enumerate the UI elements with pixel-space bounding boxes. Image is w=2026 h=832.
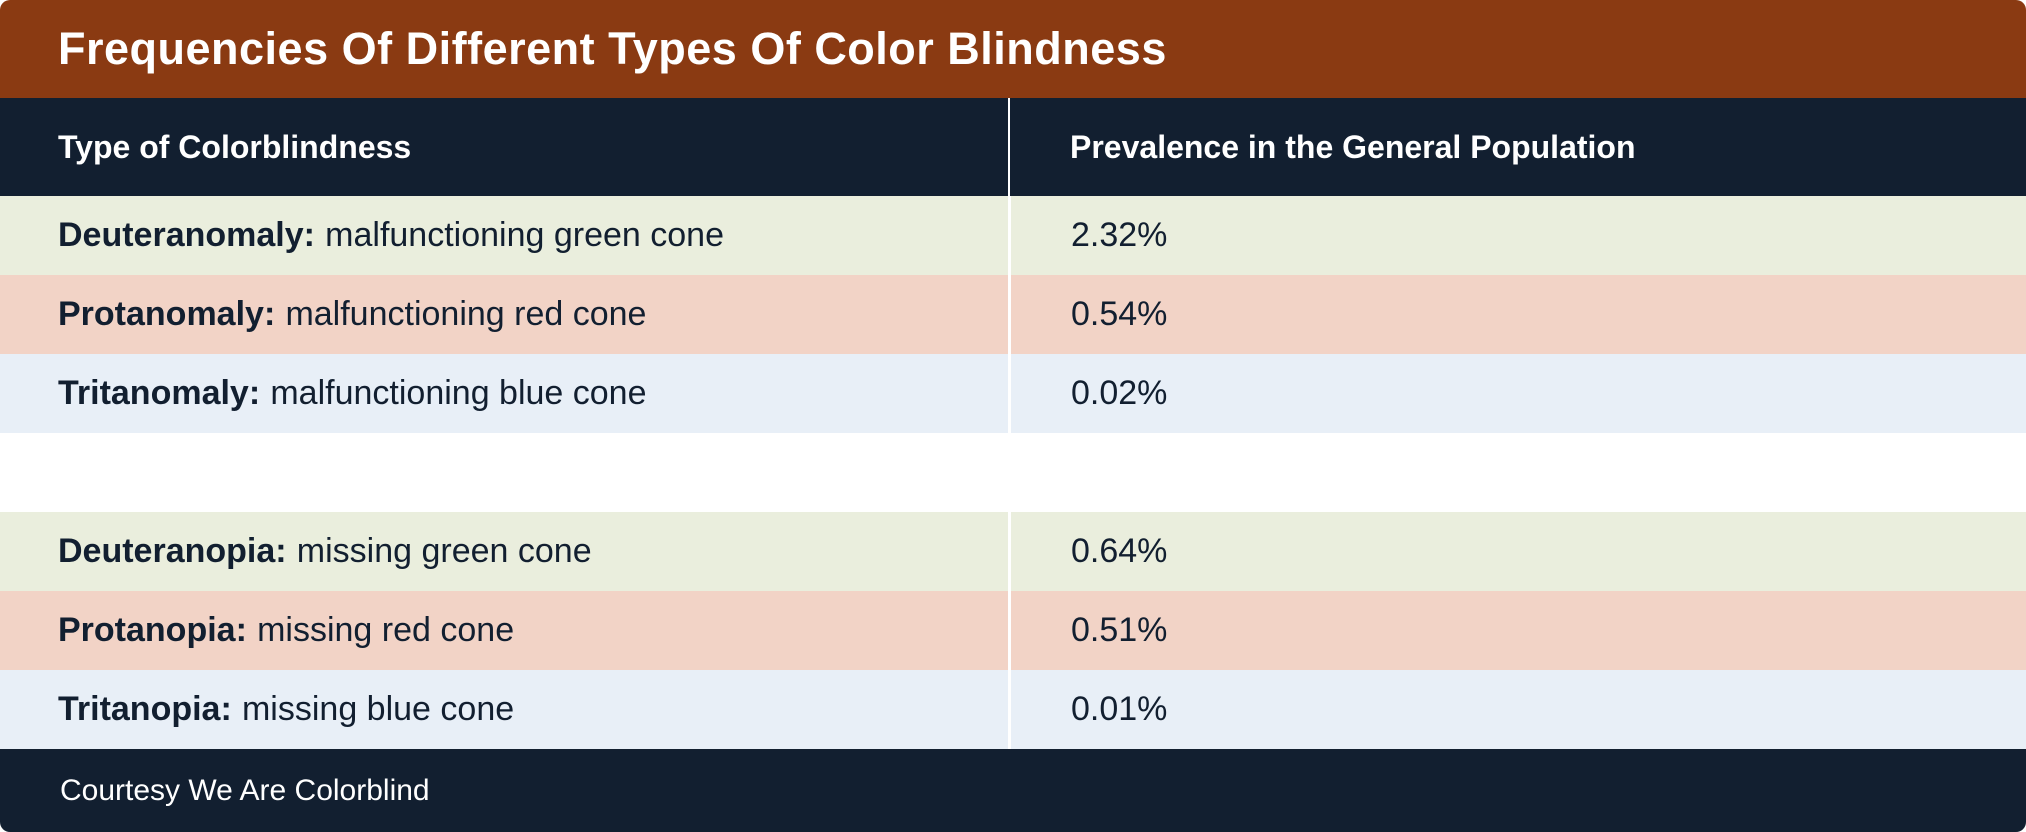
table-row-tritanopia: Tritanopia: missing blue cone 0.01% xyxy=(0,670,2026,749)
type-description: malfunctioning red cone xyxy=(285,295,647,333)
table-row-tritanomaly: Tritanomaly: malfunctioning blue cone 0.… xyxy=(0,354,2026,433)
table-row-protanomaly: Protanomaly: malfunctioning red cone 0.5… xyxy=(0,275,2026,354)
column-header-type: Type of Colorblindness xyxy=(58,128,412,165)
type-term: Tritanomaly: xyxy=(58,374,261,412)
type-term: Deuteranopia: xyxy=(58,532,287,570)
type-cell: Protanomaly: malfunctioning red cone xyxy=(0,275,1008,354)
spacer-cell xyxy=(1008,433,2026,512)
type-description: malfunctioning green cone xyxy=(325,216,724,254)
column-header-prevalence: Prevalence in the General Population xyxy=(1008,98,2026,196)
type-description: missing green cone xyxy=(296,532,592,570)
type-cell: Tritanopia: missing blue cone xyxy=(0,670,1008,749)
type-term: Protanomaly: xyxy=(58,295,276,333)
table-row-spacer xyxy=(0,433,2026,512)
table-row-protanopia: Protanopia: missing red cone 0.51% xyxy=(0,591,2026,670)
table-header-row: Type of Colorblindness Prevalence in the… xyxy=(0,98,2026,196)
type-cell: Protanopia: missing red cone xyxy=(0,591,1008,670)
footer-bar: Courtesy We Are Colorblind xyxy=(0,749,2026,832)
prevalence-cell: 0.51% xyxy=(1008,591,2026,670)
type-term: Deuteranomaly: xyxy=(58,216,315,254)
type-description: missing red cone xyxy=(257,611,515,649)
type-description: missing blue cone xyxy=(241,690,515,728)
type-cell: Deuteranomaly: malfunctioning green cone xyxy=(0,196,1008,275)
type-description: malfunctioning blue cone xyxy=(270,374,647,412)
source-credit: Courtesy We Are Colorblind xyxy=(60,773,430,807)
prevalence-cell: 0.02% xyxy=(1008,354,2026,433)
table-row-deuteranomaly: Deuteranomaly: malfunctioning green cone… xyxy=(0,196,2026,275)
type-term: Tritanopia: xyxy=(58,690,232,728)
title-bar: Frequencies Of Different Types Of Color … xyxy=(0,0,2026,98)
prevalence-cell: 2.32% xyxy=(1008,196,2026,275)
type-cell: Tritanomaly: malfunctioning blue cone xyxy=(0,354,1008,433)
type-cell: Deuteranopia: missing green cone xyxy=(0,512,1008,591)
type-term: Protanopia: xyxy=(58,611,247,649)
prevalence-cell: 0.54% xyxy=(1008,275,2026,354)
prevalence-cell: 0.01% xyxy=(1008,670,2026,749)
prevalence-cell: 0.64% xyxy=(1008,512,2026,591)
page-title: Frequencies Of Different Types Of Color … xyxy=(58,23,1167,74)
table-row-deuteranopia: Deuteranopia: missing green cone 0.64% xyxy=(0,512,2026,591)
spacer-cell xyxy=(0,433,1008,512)
